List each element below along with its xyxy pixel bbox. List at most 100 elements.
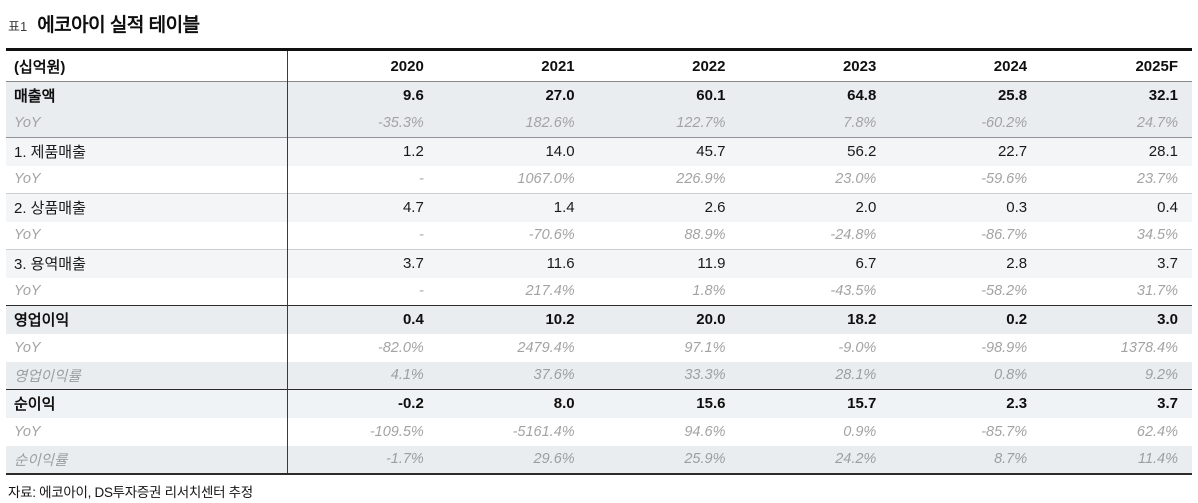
row-label: 순이익률 (6, 445, 288, 474)
table-row: YoY -35.3% 182.6% 122.7% 7.8% -60.2% 24.7% (6, 109, 1192, 138)
cell-value: 9.6 (287, 81, 438, 110)
cell-value: - (287, 277, 438, 306)
cell-value: -59.6% (890, 165, 1042, 194)
year-column-header: 2023 (842, 57, 877, 75)
source-note: 자료: 에코아이, DS투자증권 리서치센터 추정 (8, 484, 253, 500)
performance-table: (십억원) 2020 2021 2022 2023 2024 2025F 매출액… (6, 48, 1192, 475)
cell-value: -35.3% (287, 109, 438, 138)
cell-value: 60.1 (588, 81, 740, 110)
table-row: YoY -217.4% 1.8% -43.5% -58.2% 31.7% (6, 277, 1192, 306)
cell-value: 31.7% (1041, 277, 1192, 306)
cell-value: -24.8% (739, 221, 891, 250)
cell-value: 25.9% (588, 445, 740, 474)
cell-value: 62.4% (1041, 417, 1192, 446)
cell-value: -85.7% (890, 417, 1042, 446)
cell-value: 2.0 (739, 193, 891, 222)
cell-value: 2.8 (890, 249, 1042, 278)
table-row: 순이익률 -1.7% 29.6% 25.9% 24.2% 8.7% 11.4% (6, 445, 1192, 474)
cell-value: 226.9% (588, 165, 740, 194)
row-label: 3. 용역매출 (6, 249, 288, 278)
cell-value: 32.1 (1041, 81, 1192, 110)
cell-value: 25.8 (890, 81, 1042, 110)
cell-value: 3.0 (1041, 305, 1192, 334)
cell-value: -86.7% (890, 221, 1042, 250)
row-label: 1. 제품매출 (6, 137, 288, 166)
cell-value: 23.7% (1041, 165, 1192, 194)
cell-value: 3.7 (287, 249, 438, 278)
year-column-header: 2025F (1135, 57, 1178, 75)
cell-value: -5161.4% (437, 417, 589, 446)
table-row: 매출액 9.6 27.0 60.1 64.8 25.8 32.1 (6, 81, 1192, 110)
cell-value: 8.7% (890, 445, 1042, 474)
unit-label: (십억원) (6, 49, 288, 82)
cell-value: 2.3 (890, 389, 1042, 418)
cell-value: 1.4 (437, 193, 589, 222)
cell-value: 11.4% (1041, 445, 1192, 474)
cell-value: 7.8% (739, 109, 891, 138)
cell-value: 3.7 (1041, 389, 1192, 418)
row-label: 영업이익률 (6, 361, 288, 390)
cell-value: 10.2 (437, 305, 589, 334)
cell-value: 15.7 (739, 389, 891, 418)
cell-value: - (287, 221, 438, 250)
cell-value: 45.7 (588, 137, 740, 166)
cell-value: -43.5% (739, 277, 891, 306)
table-row: YoY -82.0% 2479.4% 97.1% -9.0% -98.9% 1378.4% (6, 333, 1192, 362)
cell-value: 0.8% (890, 361, 1042, 390)
cell-value: -70.6% (437, 221, 589, 250)
cell-value: 88.9% (588, 221, 740, 250)
table-row: 영업이익률 4.1% 37.6% 33.3% 28.1% 0.8% 9.2% (6, 361, 1192, 390)
cell-value: 8.0 (437, 389, 589, 418)
cell-value: -98.9% (890, 333, 1042, 362)
cell-value: 22.7 (890, 137, 1042, 166)
cell-value: 18.2 (739, 305, 891, 334)
cell-value: 3.7 (1041, 249, 1192, 278)
row-label: YoY (6, 109, 288, 138)
cell-value: 182.6% (437, 109, 589, 138)
row-label: YoY (6, 333, 288, 362)
row-label: YoY (6, 221, 288, 250)
cell-value: 27.0 (437, 81, 589, 110)
cell-value: 9.2% (1041, 361, 1192, 390)
cell-value: - (287, 165, 438, 194)
table-row: 1. 제품매출 1.2 14.0 45.7 56.2 22.7 28.1 (6, 137, 1192, 166)
year-column-header: 2020 (390, 57, 424, 75)
cell-value: 0.4 (287, 305, 438, 334)
cell-value: 0.4 (1041, 193, 1192, 222)
row-label: 매출액 (6, 81, 288, 110)
cell-value: 11.6 (437, 249, 589, 278)
cell-value: 14.0 (437, 137, 589, 166)
row-label: YoY (6, 277, 288, 306)
year-column-header: 2021 (541, 57, 575, 75)
cell-value: 0.9% (739, 417, 891, 446)
cell-value: 28.1 (1041, 137, 1192, 166)
cell-value: 20.0 (588, 305, 740, 334)
cell-value: 15.6 (588, 389, 740, 418)
cell-value: 37.6% (437, 361, 589, 390)
table-number-tag: 표1 (8, 19, 28, 34)
row-label: 순이익 (6, 389, 288, 418)
cell-value: 33.3% (588, 361, 740, 390)
table-row: 순이익 -0.2 8.0 15.6 15.7 2.3 3.7 (6, 389, 1192, 418)
table-row: 영업이익 0.4 10.2 20.0 18.2 0.2 3.0 (6, 305, 1192, 334)
cell-value: -60.2% (890, 109, 1042, 138)
cell-value: 34.5% (1041, 221, 1192, 250)
year-column-header: 2022 (692, 57, 726, 75)
table-row: YoY -1067.0% 226.9% 23.0% -59.6% 23.7% (6, 165, 1192, 194)
cell-value: 4.7 (287, 193, 438, 222)
row-label: YoY (6, 417, 288, 446)
cell-value: 24.2% (739, 445, 891, 474)
cell-value: 0.3 (890, 193, 1042, 222)
cell-value: 97.1% (588, 333, 740, 362)
cell-value: 64.8 (739, 81, 891, 110)
row-label: 영업이익 (6, 305, 288, 334)
cell-value: 28.1% (739, 361, 891, 390)
cell-value: -82.0% (287, 333, 438, 362)
cell-value: 29.6% (437, 445, 589, 474)
cell-value: 2479.4% (437, 333, 589, 362)
table-body: 매출액 9.6 27.0 60.1 64.8 25.8 32.1 YoY -35.3% 182.6… (6, 81, 1192, 474)
cell-value: -0.2 (287, 389, 438, 418)
cell-value: 1067.0% (437, 165, 589, 194)
table-row: 3. 용역매출 3.7 11.6 11.9 6.7 2.8 3.7 (6, 249, 1192, 278)
